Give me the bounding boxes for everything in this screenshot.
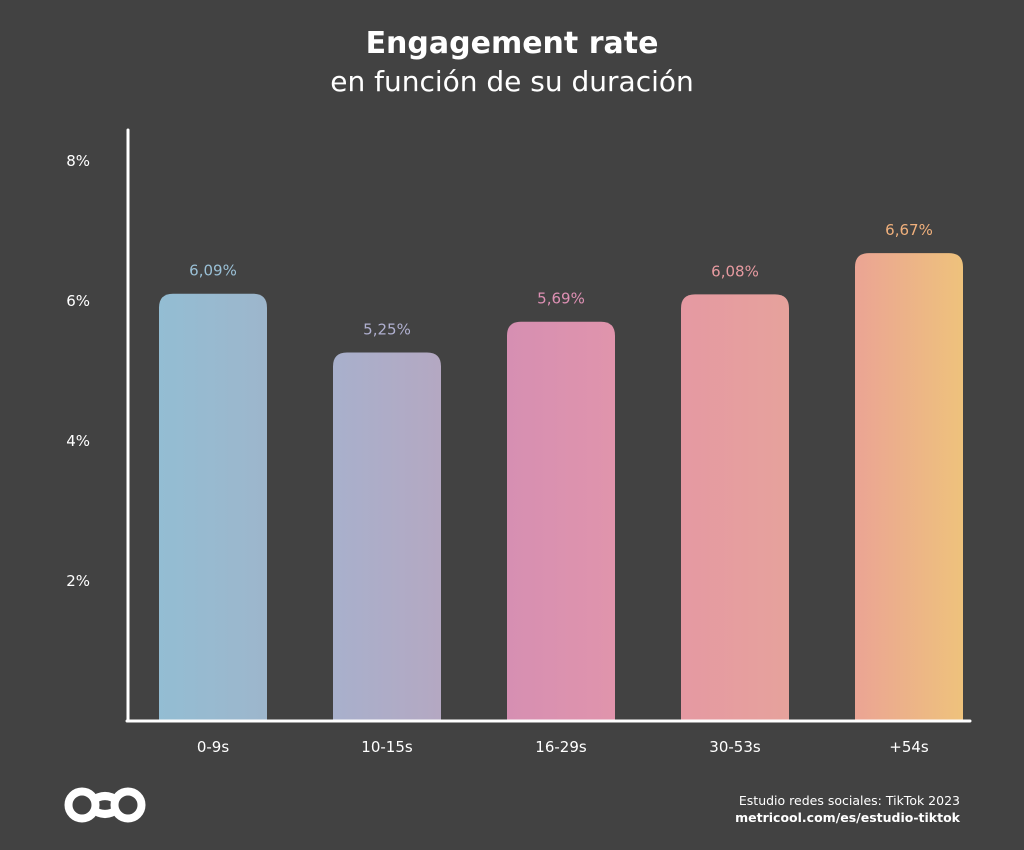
value-label-+54s: 6,67% bbox=[885, 221, 933, 239]
bar-+54s bbox=[855, 253, 963, 720]
y-tick-label-8: 8% bbox=[66, 152, 90, 170]
value-label-10-15s: 5,25% bbox=[363, 321, 411, 339]
source-line: Estudio redes sociales: TikTok 2023 bbox=[738, 793, 960, 808]
chart-subtitle: en función de su duración bbox=[330, 65, 694, 98]
bars-group bbox=[159, 253, 963, 720]
y-tick-labels-group: 2% 4% 6% 8% bbox=[66, 152, 90, 590]
value-label-16-29s: 5,69% bbox=[537, 290, 585, 308]
y-tick-label-2: 2% bbox=[66, 572, 90, 590]
bar-10-15s bbox=[333, 352, 441, 720]
metricool-logo-icon bbox=[64, 787, 146, 823]
x-tick-label-+54s: +54s bbox=[889, 738, 929, 756]
chart-header: Engagement rate en función de su duració… bbox=[0, 24, 1024, 100]
x-tick-label-16-29s: 16-29s bbox=[535, 738, 587, 756]
x-tick-labels-group: 0-9s 10-15s 16-29s 30-53s +54s bbox=[197, 738, 929, 756]
x-tick-label-30-53s: 30-53s bbox=[709, 738, 761, 756]
bar-0-9s bbox=[159, 293, 267, 720]
value-label-30-53s: 6,08% bbox=[711, 262, 759, 280]
y-tick-label-6: 6% bbox=[66, 292, 90, 310]
y-tick-label-4: 4% bbox=[66, 432, 90, 450]
value-labels-group: 6,09% 5,25% 5,69% 6,08% 6,67% bbox=[189, 221, 933, 338]
value-label-0-9s: 6,09% bbox=[189, 262, 237, 280]
source-url: metricool.com/es/estudio-tiktok bbox=[735, 810, 960, 825]
bar-30-53s bbox=[681, 294, 789, 720]
x-tick-label-0-9s: 0-9s bbox=[197, 738, 229, 756]
bar-16-29s bbox=[507, 321, 615, 720]
source-note: Estudio redes sociales: TikTok 2023 metr… bbox=[735, 792, 960, 826]
chart-title: Engagement rate bbox=[365, 26, 659, 61]
x-tick-label-10-15s: 10-15s bbox=[361, 738, 413, 756]
